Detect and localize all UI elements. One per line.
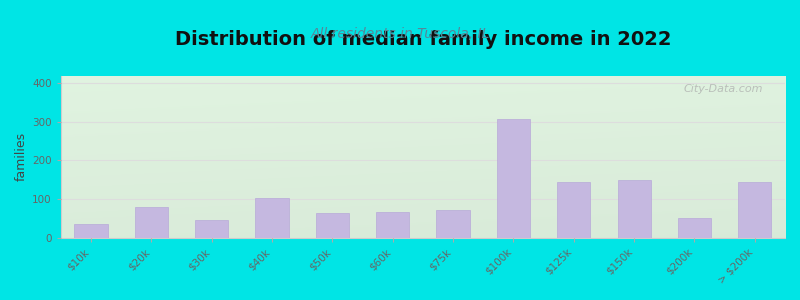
Bar xyxy=(134,207,168,238)
Bar xyxy=(195,220,228,238)
Bar xyxy=(618,180,650,238)
Title: Distribution of median family income in 2022: Distribution of median family income in … xyxy=(174,30,671,49)
Bar xyxy=(316,213,349,238)
Y-axis label: families: families xyxy=(15,132,28,181)
Text: City-Data.com: City-Data.com xyxy=(684,84,763,94)
Bar xyxy=(557,182,590,238)
Bar xyxy=(497,119,530,238)
Bar xyxy=(255,198,289,238)
Text: All residents in Tuscola, IL: All residents in Tuscola, IL xyxy=(310,27,490,41)
Bar xyxy=(74,224,107,238)
Bar xyxy=(437,210,470,238)
Bar xyxy=(678,218,711,238)
Bar xyxy=(376,212,410,238)
Bar xyxy=(738,182,771,238)
